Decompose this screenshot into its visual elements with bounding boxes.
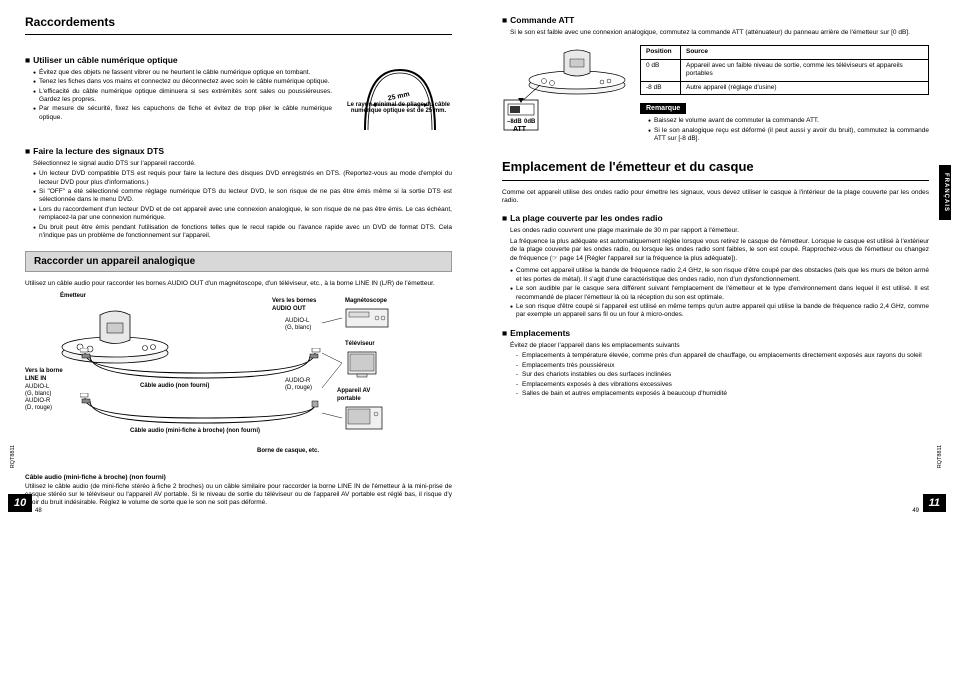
- td: Appareil avec un faible niveau de sortie…: [681, 59, 929, 81]
- cable-note: Utilisez le câble audio (de mini-fiche s…: [25, 483, 452, 508]
- line-in: LINE IN: [25, 376, 46, 384]
- bullet: Un lecteur DVD compatible DTS est requis…: [33, 170, 452, 187]
- manual-spread: Raccordements Utiliser un câble numériqu…: [0, 0, 954, 520]
- main-heading: Raccordements: [25, 15, 452, 35]
- bullet: Si "OFF" a été sélectionné comme réglage…: [33, 188, 452, 205]
- audio-l2: (G, blanc): [285, 325, 311, 333]
- remarque-list: Baissez le volume avant de commuter la c…: [640, 117, 929, 143]
- page-small: 49: [912, 508, 919, 516]
- cable-note-title: Câble audio (mini-fiche à broche) (non f…: [25, 474, 452, 482]
- dash-item: Emplacements exposés à des vibrations ex…: [516, 381, 929, 389]
- placement-heading: Emplacement de l'émetteur et du casque: [502, 159, 929, 181]
- casque-label: Borne de casque, etc.: [257, 448, 319, 456]
- connection-diagram: Émetteur Vers la borne LINE IN AUDIO-L (…: [25, 293, 452, 468]
- line-in-r2: (D, rouge): [25, 405, 52, 413]
- analog-intro: Utilisez un câble audio pour raccorder l…: [25, 280, 452, 288]
- bullet: Le son risque d'être coupé si l'appareil…: [510, 303, 929, 320]
- cable-bend-diagram: 25 mm: [350, 50, 445, 135]
- cable2-label: Câble audio (mini-fiche à broche) (non f…: [130, 428, 260, 436]
- cable1-label: Câble audio (non fourni): [140, 383, 209, 391]
- optical-section-row: Utiliser un câble numérique optique Évit…: [25, 47, 452, 138]
- dash-item: Salles de bain et autres emplacements ex…: [516, 390, 929, 398]
- left-page: Raccordements Utiliser un câble numériqu…: [0, 0, 477, 520]
- bullet: Comme cet appareil utilise la bande de f…: [510, 267, 929, 284]
- remarque-label: Remarque: [640, 103, 686, 114]
- line-in-vers: Vers la borne: [25, 368, 63, 376]
- audio-out-vers: Vers les bornes: [272, 298, 337, 306]
- bend-label: 25 mm: [387, 91, 410, 102]
- bullet: Par mesure de sécurité, fixez les capuch…: [33, 105, 332, 122]
- td: -8 dB: [641, 81, 681, 94]
- bend-note: Le rayon minimal de pliage du câble numé…: [345, 102, 452, 116]
- bullet: Le son audible par le casque sera différ…: [510, 285, 929, 302]
- emp-list: Emplacements à température élevée, comme…: [502, 352, 929, 398]
- bullet: L'efficacité du câble numérique optique …: [33, 88, 332, 105]
- connector-lines: [322, 313, 352, 433]
- optical-title: Utiliser un câble numérique optique: [25, 55, 332, 66]
- att-diagram: –8dB 0dB ATT: [502, 45, 632, 135]
- right-page: Commande ATT Si le son est faible avec u…: [477, 0, 954, 520]
- dash-item: Emplacements à température élevée, comme…: [516, 352, 929, 360]
- td: 0 dB: [641, 59, 681, 81]
- bullet: Si le son analogique reçu est déformé (i…: [648, 127, 929, 144]
- placement-intro: Comme cet appareil utilise des ondes rad…: [502, 189, 929, 206]
- radio-bullets: Comme cet appareil utilise la bande de f…: [502, 267, 929, 320]
- page-number: 11: [923, 494, 946, 512]
- svg-text:0dB: 0dB: [524, 119, 536, 125]
- bullet: Évitez que des objets ne fassent vibrer …: [33, 69, 332, 77]
- radio-p2: La fréquence la plus adéquate est automa…: [502, 238, 929, 263]
- optical-bullets: Évitez que des objets ne fassent vibrer …: [25, 69, 332, 123]
- att-table: Position Source 0 dB Appareil avec un fa…: [640, 45, 929, 95]
- td: Autre appareil (réglage d'usine): [681, 81, 929, 94]
- att-intro: Si le son est faible avec une connexion …: [502, 29, 929, 37]
- bullet: Lors du raccordement d'un lecteur DVD et…: [33, 206, 452, 223]
- audio-r2: (D, rouge): [285, 385, 312, 393]
- bullet: Baissez le volume avant de commuter la c…: [648, 117, 929, 125]
- svg-text:–8dB: –8dB: [507, 119, 522, 125]
- svg-text:ATT: ATT: [513, 126, 527, 133]
- th-position: Position: [641, 46, 681, 59]
- page-small: 48: [35, 508, 42, 516]
- language-tab: FRANÇAIS: [939, 165, 951, 220]
- emp-title: Emplacements: [502, 328, 929, 339]
- side-code: RQT8811: [10, 445, 17, 468]
- radio-title: La plage couverte par les ondes radio: [502, 213, 929, 224]
- radio-p1: Les ondes radio couvrent une plage maxim…: [502, 227, 929, 235]
- cable-path-2: [80, 393, 325, 433]
- side-code: RQT8811: [937, 445, 944, 468]
- dts-title: Faire la lecture des signaux DTS: [25, 146, 452, 157]
- bullet: Tenez les fiches dans vos mains et conne…: [33, 78, 332, 86]
- emetteur-label: Émetteur: [60, 293, 86, 301]
- th-source: Source: [681, 46, 929, 59]
- audio-out: AUDIO OUT: [272, 306, 306, 314]
- dts-bullets: Un lecteur DVD compatible DTS est requis…: [25, 170, 452, 241]
- att-title: Commande ATT: [502, 15, 929, 26]
- page-number: 10: [8, 494, 32, 512]
- magneto-label: Magnétoscope: [345, 298, 387, 306]
- dash-item: Emplacements très poussiéreux: [516, 362, 929, 370]
- dts-intro: Sélectionnez le signal audio DTS sur l'a…: [25, 160, 452, 168]
- analog-subheading: Raccorder un appareil analogique: [25, 251, 452, 272]
- bullet: Du bruit peut être émis pendant l'utilis…: [33, 224, 452, 241]
- emp-intro: Évitez de placer l'appareil dans les emp…: [502, 342, 929, 350]
- dash-item: Sur des chariots instables ou des surfac…: [516, 371, 929, 379]
